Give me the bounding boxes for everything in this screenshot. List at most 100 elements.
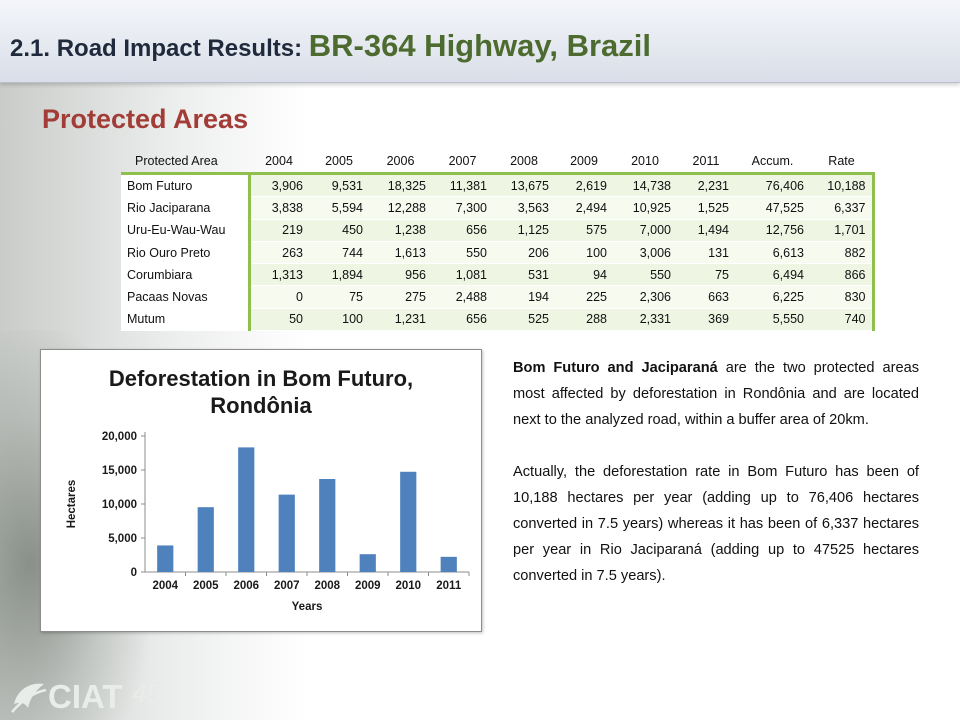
- table-cell: 866: [810, 263, 875, 287]
- title-prefix: 2.1. Road Impact Results:: [10, 35, 309, 62]
- table-cell: 10,188: [810, 173, 875, 198]
- table-cell: 1,238: [369, 219, 432, 242]
- table-cell: 18,325: [369, 173, 432, 198]
- table-cell: 3,906: [249, 173, 309, 198]
- table-cell: 525: [493, 308, 555, 332]
- x-tick-label: 2007: [274, 580, 300, 592]
- table-row: Mutum 50 100 1,231 656 525 288 2,331 369 5,550 740: [121, 308, 875, 332]
- chart-title-line: Deforestation in Bom Futuro,: [109, 366, 413, 391]
- table-header-cell: Rate: [810, 150, 873, 175]
- x-axis-title: Years: [292, 601, 323, 613]
- table-cell: 1,494: [677, 219, 735, 242]
- protected-area-name: Bom Futuro: [121, 173, 251, 198]
- table-cell: 100: [309, 308, 369, 332]
- table-body: Bom Futuro 3,906 9,531 18,325 11,381 13,675 2,…: [121, 173, 875, 332]
- table-header-cell: 2010: [613, 150, 677, 175]
- table-cell: 3,838: [249, 196, 309, 220]
- table-cell: 194: [493, 285, 555, 309]
- y-tick-label: 20,000: [102, 431, 137, 443]
- bar-2010: [400, 471, 417, 572]
- table-cell: 550: [432, 241, 493, 265]
- title-main: BR-364 Highway, Brazil: [308, 28, 651, 63]
- table-cell: 0: [249, 285, 309, 309]
- slide-title: 2.1. Road Impact Results: BR-364 Highway…: [10, 28, 651, 64]
- table-cell: 12,756: [735, 219, 810, 242]
- table-cell: 450: [309, 219, 369, 242]
- slide-header: 2.1. Road Impact Results: BR-364 Highway…: [0, 0, 960, 83]
- table-cell: 9,531: [309, 173, 369, 198]
- table-cell: 94: [555, 263, 613, 287]
- table-cell: 75: [309, 285, 369, 309]
- ciat-leaf-logo-icon: CIAT 45: [11, 678, 161, 715]
- table-cell: 13,675: [493, 173, 555, 198]
- table-cell: 6,337: [810, 196, 875, 220]
- protected-area-name: Rio Jaciparana: [121, 196, 251, 220]
- paragraph-1: Bom Futuro and Jaciparaná are the two pr…: [513, 355, 919, 433]
- table-cell: 76,406: [735, 173, 810, 198]
- table-cell: 3,563: [493, 196, 555, 220]
- table-cell: 2,331: [613, 308, 677, 332]
- section-title: Protected Areas: [42, 104, 249, 134]
- bar-2011: [440, 556, 457, 572]
- table-cell: 1,231: [369, 308, 432, 332]
- paragraph-1-rest: are the two protected areas most affecte…: [513, 360, 920, 428]
- table-cell: 956: [369, 263, 432, 287]
- table-cell: 11,381: [432, 173, 493, 198]
- y-tick-label: 10,000: [102, 499, 137, 511]
- table-row: Rio Jaciparana 3,838 5,594 12,288 7,300 3,563…: [121, 196, 875, 220]
- table-cell: 219: [249, 219, 309, 242]
- bar-2007: [278, 494, 295, 572]
- deforestation-chart: Deforestation in Bom Futuro, Rondônia 0 5,0…: [40, 349, 482, 632]
- protected-areas-table: Protected Area 2004 2005 2006 2007 2008 …: [121, 150, 875, 332]
- bar-2006: [238, 447, 255, 572]
- x-tick-label: 2006: [233, 580, 259, 592]
- table-cell: 1,894: [309, 263, 369, 287]
- y-tick-label: 15,000: [102, 465, 137, 477]
- x-tick-label: 2008: [314, 580, 340, 592]
- bar-2005: [197, 507, 214, 572]
- table-cell: 6,613: [735, 241, 810, 265]
- table-cell: 2,231: [677, 173, 735, 198]
- table-header-cell: 2011: [677, 150, 735, 175]
- table-cell: 10,925: [613, 196, 677, 220]
- x-tick-label: 2005: [193, 580, 219, 592]
- table-cell: 7,300: [432, 196, 493, 220]
- table-cell: 7,000: [613, 219, 677, 242]
- chart-canvas: Deforestation in Bom Futuro,Rondônia 0 5,0…: [66, 366, 470, 613]
- table-cell: 531: [493, 263, 555, 287]
- table-cell: 830: [810, 285, 875, 309]
- table-row: Rio Ouro Preto 263 744 1,613 550 206 100 3,006 1…: [121, 241, 875, 265]
- table-row: Bom Futuro 3,906 9,531 18,325 11,381 13,675 2,…: [121, 173, 875, 198]
- analysis-text: Bom Futuro and Jaciparaná are the two pr…: [513, 355, 919, 615]
- bar-2008: [319, 479, 336, 572]
- table-cell: 1,125: [493, 219, 555, 242]
- table-header-row: Protected Area 2004 2005 2006 2007 2008 …: [121, 150, 873, 175]
- table-header-cell: 2004: [249, 150, 309, 175]
- x-tick-label: 2010: [395, 580, 421, 592]
- table-cell: 744: [309, 241, 369, 265]
- y-tick-label: 5,000: [108, 533, 137, 545]
- table-cell: 14,738: [613, 173, 677, 198]
- table-cell: 2,488: [432, 285, 493, 309]
- protected-area-name: Corumbiara: [121, 263, 251, 287]
- table-cell: 75: [677, 263, 735, 287]
- table-cell: 2,619: [555, 173, 613, 198]
- x-tick-label: 2009: [355, 580, 381, 592]
- table-header-cell: 2009: [555, 150, 613, 175]
- table-cell: 656: [432, 219, 493, 242]
- y-tick-label: 0: [131, 567, 137, 579]
- table-cell: 2,494: [555, 196, 613, 220]
- protected-area-name: Rio Ouro Preto: [121, 241, 251, 265]
- table-cell: 1,613: [369, 241, 432, 265]
- table-cell: 6,225: [735, 285, 810, 309]
- table-cell: 1,525: [677, 196, 735, 220]
- paragraph-1-bold: Bom Futuro and Jaciparaná: [513, 360, 718, 376]
- protected-area-name: Mutum: [121, 308, 251, 332]
- table-cell: 263: [249, 241, 309, 265]
- table-cell: 6,494: [735, 263, 810, 287]
- table-header-cell: 2008: [493, 150, 555, 175]
- table-cell: 225: [555, 285, 613, 309]
- table-cell: 100: [555, 241, 613, 265]
- paragraph-2: Actually, the deforestation rate in Bom …: [513, 464, 919, 584]
- table-cell: 206: [493, 241, 555, 265]
